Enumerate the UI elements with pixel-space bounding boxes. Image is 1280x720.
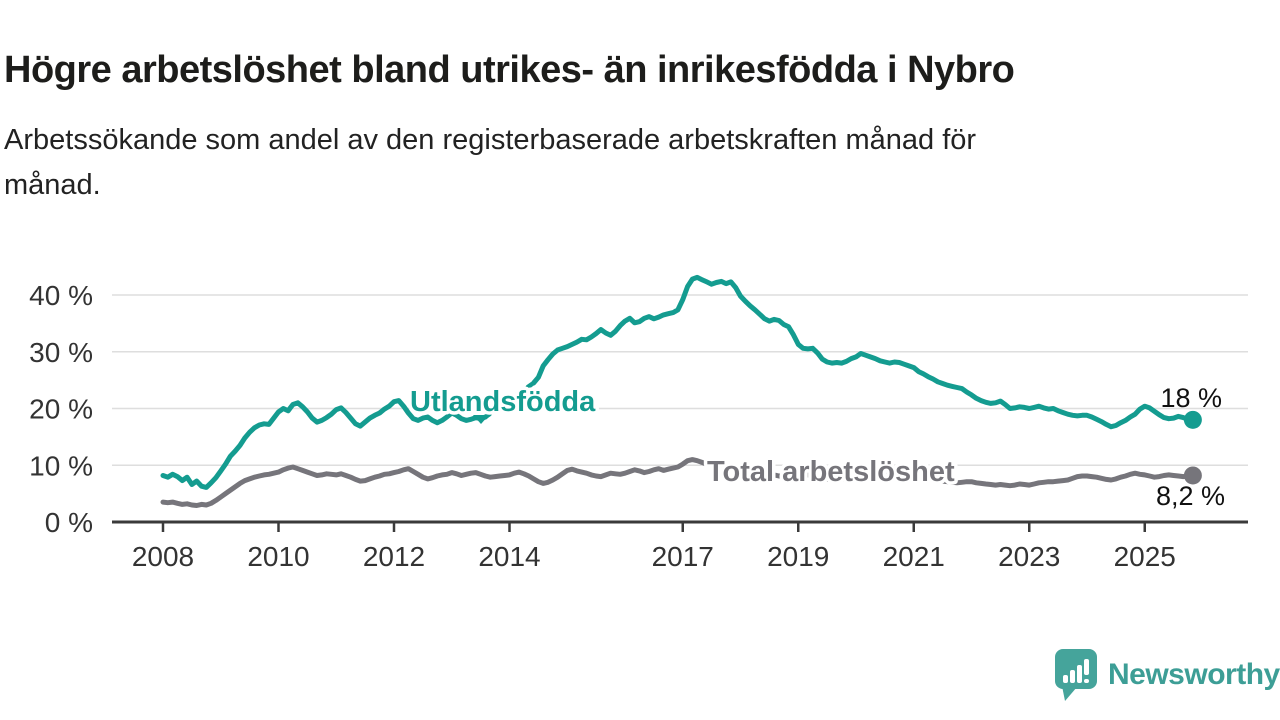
newsworthy-logo-text: Newsworthy — [1108, 658, 1280, 691]
x-tick-label-2019: 2019 — [767, 541, 829, 572]
x-tick-label-2010: 2010 — [247, 541, 309, 572]
y-axis-label-40: 40 % — [29, 280, 93, 311]
page-subtitle: Arbetssökande som andel av den registerb… — [4, 118, 1224, 208]
x-tick-label-2008: 2008 — [132, 541, 194, 572]
page-subtitle-line-1: Arbetssökande som andel av den registerb… — [4, 124, 977, 156]
series-end-dot-utlandsfodda — [1183, 410, 1202, 429]
y-axis-label-20: 20 % — [29, 394, 93, 425]
page-subtitle-line-2: månad. — [4, 169, 101, 201]
page-title: Högre arbetslöshet bland utrikes- än inr… — [4, 49, 1015, 92]
y-axis-label-30: 30 % — [29, 337, 93, 368]
series-label-utlandsfodda: Utlandsfödda — [410, 386, 596, 418]
x-tick-label-2014: 2014 — [478, 541, 540, 572]
series-line-utlandsfodda — [531, 274, 1196, 430]
x-tick-label-2025: 2025 — [1114, 541, 1176, 572]
newsworthy-speech-bubble-icon — [1055, 649, 1097, 701]
y-axis-label-0: 0 % — [45, 507, 93, 538]
y-axis-label-10: 10 % — [29, 450, 93, 481]
series-line-utlandsfodda — [160, 398, 488, 490]
newsworthy-logo: Newsworthy — [1054, 648, 1280, 702]
series-end-value-utlandsfodda: 18 % — [1160, 383, 1222, 413]
series-gap-dashed-utlandsfodda — [483, 380, 536, 420]
series-end-dot-total — [1183, 466, 1202, 485]
x-tick-label-2017: 2017 — [652, 541, 714, 572]
x-tick-label-2012: 2012 — [363, 541, 425, 572]
series-line-total — [160, 457, 1196, 508]
series-end-value-total: 8,2 % — [1156, 481, 1225, 511]
x-tick-label-2023: 2023 — [998, 541, 1060, 572]
series-pointer-utlandsfodda — [473, 415, 489, 424]
series-label-total: Total arbetslöshet — [707, 456, 955, 488]
x-tick-label-2021: 2021 — [883, 541, 945, 572]
